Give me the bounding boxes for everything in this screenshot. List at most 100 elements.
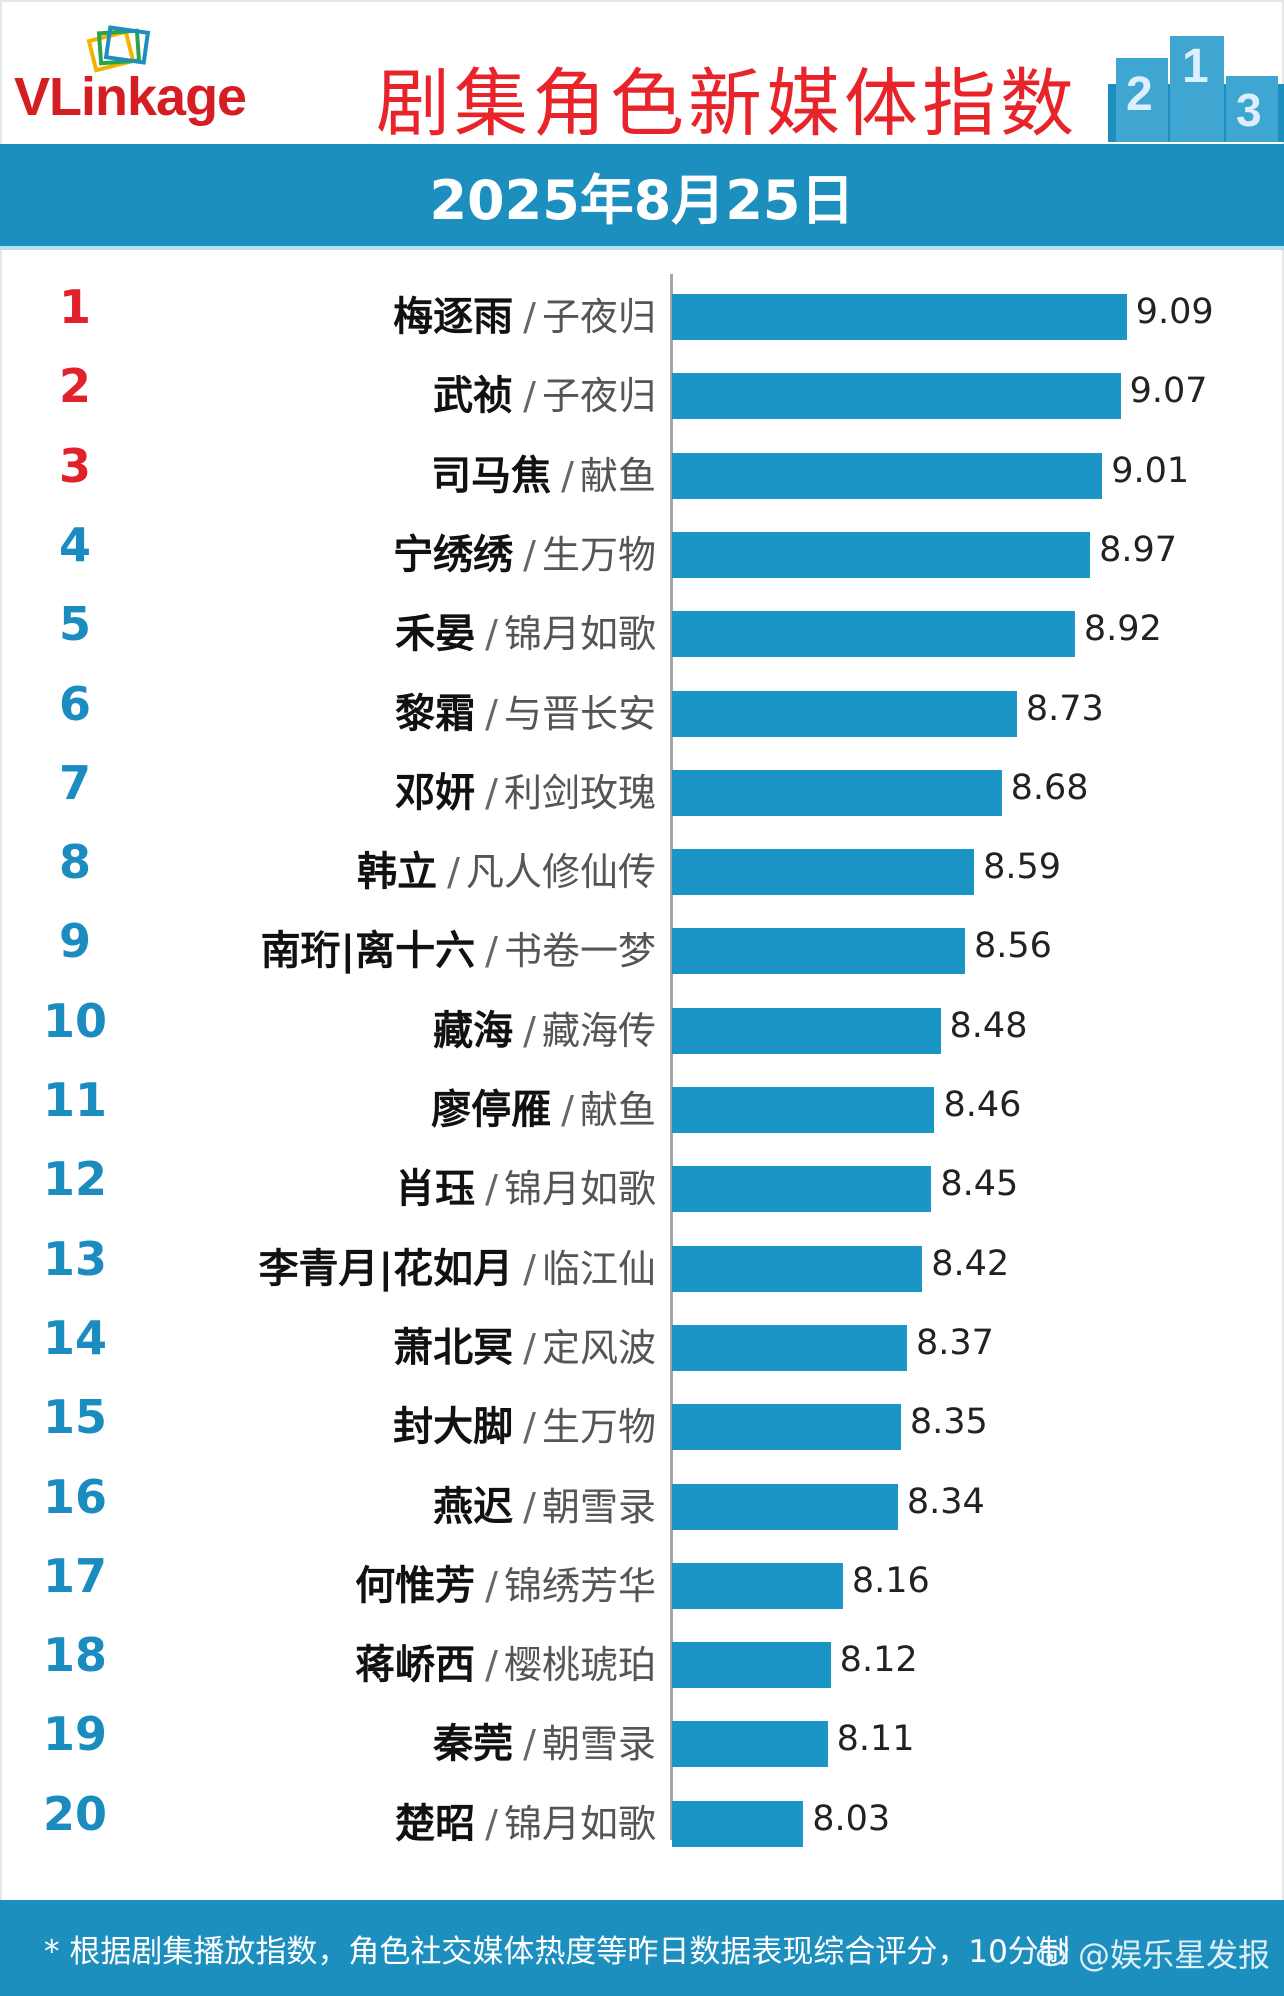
value-label: 8.46 <box>943 1085 1022 1125</box>
watermark-text: @娱乐星发报 <box>1077 1936 1270 1974</box>
row-label: 黎霜 / 与晋长安 <box>395 681 656 739</box>
value-bar <box>672 531 1091 578</box>
rank-number: 16 <box>42 1469 107 1524</box>
chart-row: 13 李青月|花如月 / 临江仙 8.42 <box>0 1222 1284 1302</box>
label-separator: / <box>523 1325 536 1370</box>
rank-number: 2 <box>58 359 91 414</box>
row-label: 武祯 / 子夜归 <box>433 363 656 421</box>
label-separator: / <box>523 295 536 339</box>
show-name: 樱桃琥珀 <box>503 1643 656 1688</box>
row-label: 藏海 / 藏海传 <box>433 998 656 1056</box>
value-bar <box>672 849 975 896</box>
rank-number: 9 <box>58 914 91 969</box>
chart-row: 14 萧北冥 / 定风波 8.37 <box>0 1301 1284 1381</box>
character-name: 楚昭 <box>395 1800 476 1847</box>
show-name: 子夜归 <box>541 295 656 339</box>
value-label: 8.48 <box>949 1005 1028 1046</box>
logo-text-age: age <box>156 67 247 127</box>
rank-number: 13 <box>42 1231 107 1286</box>
rank-number: 18 <box>42 1628 107 1683</box>
chart-row: 12 肖珏 / 锦月如歌 8.45 <box>0 1142 1284 1222</box>
label-separator: / <box>485 1563 498 1608</box>
character-name: 何惟芳 <box>355 1562 476 1609</box>
show-name: 献鱼 <box>579 453 656 498</box>
row-label: 司马焦 / 献鱼 <box>431 443 656 501</box>
value-label: 8.12 <box>839 1640 918 1681</box>
row-label: 萧北冥 / 定风波 <box>393 1315 656 1373</box>
character-name: 宁绣绣 <box>393 531 514 578</box>
chart-row: 4 宁绣绣 / 生万物 8.97 <box>0 508 1284 588</box>
chart-row: 9 南珩|离十六 / 书卷一梦 8.56 <box>0 904 1284 984</box>
rank-number: 12 <box>42 1152 107 1207</box>
value-label: 8.37 <box>915 1322 994 1363</box>
logo-text-vlink: VLink <box>14 67 157 127</box>
date-label: 2025年8月25日 <box>429 168 855 232</box>
value-label: 9.09 <box>1135 292 1214 332</box>
value-bar <box>672 373 1121 420</box>
character-name: 南珩|离十六 <box>260 928 476 975</box>
show-name: 锦月如歌 <box>503 612 656 657</box>
chart-row: 15 封大脚 / 生万物 8.35 <box>0 1380 1284 1460</box>
row-label: 李青月|花如月 / 临江仙 <box>259 1236 656 1294</box>
value-bar <box>672 1562 843 1609</box>
chart-row: 2 武祯 / 子夜归 9.07 <box>0 349 1284 429</box>
row-label: 秦莞 / 朝雪录 <box>433 1711 656 1769</box>
show-name: 定风波 <box>541 1325 656 1370</box>
rank-number: 6 <box>58 676 91 731</box>
value-label: 8.11 <box>836 1719 915 1760</box>
chart-row: 6 黎霜 / 与晋长安 8.73 <box>0 667 1284 747</box>
show-name: 锦月如歌 <box>503 1167 656 1212</box>
rank-number: 20 <box>42 1786 107 1841</box>
value-label: 8.56 <box>973 926 1052 967</box>
row-label: 禾晏 / 锦月如歌 <box>395 601 656 659</box>
watermark: @娱乐星发报 <box>1036 1930 1270 1976</box>
show-name: 锦月如歌 <box>503 1801 656 1846</box>
character-name: 李青月|花如月 <box>258 1245 514 1292</box>
chart-row: 10 藏海 / 藏海传 8.48 <box>0 984 1284 1064</box>
character-name: 禾晏 <box>395 611 476 658</box>
label-separator: / <box>485 770 498 815</box>
row-label: 廖停雁 / 献鱼 <box>431 1077 656 1135</box>
show-name: 临江仙 <box>541 1246 656 1291</box>
show-name: 朝雪录 <box>541 1484 656 1529</box>
value-label: 9.07 <box>1129 371 1208 412</box>
show-name: 与晋长安 <box>503 691 656 736</box>
character-name: 藏海 <box>433 1007 514 1054</box>
row-label: 燕迟 / 朝雪录 <box>433 1474 656 1532</box>
show-name: 子夜归 <box>541 374 656 419</box>
chart-row: 11 廖停雁 / 献鱼 8.46 <box>0 1063 1284 1143</box>
label-separator: / <box>485 612 498 657</box>
logo-squares-icon <box>86 25 151 73</box>
show-name: 献鱼 <box>579 1088 656 1132</box>
row-label: 南珩|离十六 / 书卷一梦 <box>261 918 656 976</box>
footer-band: * 根据剧集播放指数，角色社交媒体热度等昨日数据表现综合评分，10分制 <box>0 1900 1284 1996</box>
chart-row: 3 司马焦 / 献鱼 9.01 <box>0 429 1284 509</box>
value-label: 8.16 <box>851 1560 930 1601</box>
character-name: 燕迟 <box>433 1483 514 1530</box>
character-name: 武祯 <box>433 373 514 420</box>
label-separator: / <box>485 1801 498 1846</box>
date-banner: 2025年8月25日 <box>0 144 1284 250</box>
character-name: 邓妍 <box>395 769 476 816</box>
weibo-icon <box>1036 1941 1069 1967</box>
label-separator: / <box>447 850 460 895</box>
label-separator: / <box>523 1484 536 1529</box>
value-bar <box>672 1245 923 1292</box>
label-separator: / <box>523 1008 536 1053</box>
rank-number: 7 <box>58 755 91 810</box>
row-label: 宁绣绣 / 生万物 <box>393 522 656 580</box>
podium-icon: 2 1 3 <box>1108 36 1284 142</box>
podium-digit-1: 1 <box>1182 40 1209 93</box>
value-bar <box>672 1087 935 1133</box>
value-label: 8.35 <box>909 1402 988 1443</box>
label-separator: / <box>523 1405 536 1450</box>
rank-number: 10 <box>42 993 107 1048</box>
character-name: 司马焦 <box>431 452 552 499</box>
row-label: 蒋峤西 / 樱桃琥珀 <box>355 1632 656 1690</box>
character-name: 黎霜 <box>395 690 476 737</box>
label-separator: / <box>523 1246 536 1291</box>
label-separator: / <box>523 374 536 419</box>
label-separator: / <box>523 532 536 577</box>
value-label: 8.34 <box>906 1481 985 1522</box>
value-bar <box>672 1642 831 1689</box>
